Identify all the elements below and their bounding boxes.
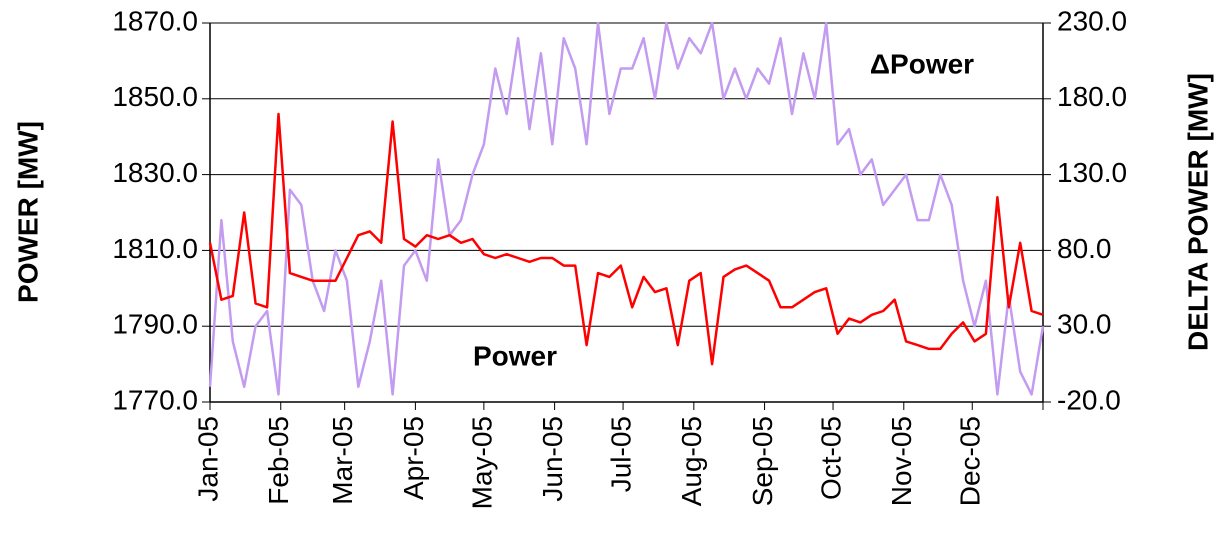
series-label: Power bbox=[473, 340, 557, 371]
x-tick-label: Mar-05 bbox=[327, 416, 358, 505]
series-label: ΔPower bbox=[870, 48, 974, 79]
x-tick-label: Jan-05 bbox=[192, 416, 223, 502]
x-tick-label: Jul-05 bbox=[605, 416, 636, 492]
x-tick-label: Apr-05 bbox=[398, 416, 429, 500]
x-tick-label: Oct-05 bbox=[815, 416, 846, 500]
x-tick-label: Nov-05 bbox=[886, 416, 917, 506]
y-tick-label: 1830.0 bbox=[112, 157, 198, 188]
y2-tick-label: 130.0 bbox=[1057, 157, 1127, 188]
x-tick-label: Dec-05 bbox=[955, 416, 986, 506]
y2-tick-label: 180.0 bbox=[1057, 81, 1127, 112]
y2-axis-title: DELTA POWER [MW] bbox=[1182, 73, 1213, 351]
y2-tick-label: 230.0 bbox=[1057, 5, 1127, 36]
x-tick-label: Jun-05 bbox=[537, 416, 568, 502]
y2-tick-label: 30.0 bbox=[1057, 309, 1112, 340]
y-tick-label: 1770.0 bbox=[112, 384, 198, 415]
y2-tick-label: -20.0 bbox=[1057, 384, 1121, 415]
x-tick-label: Sep-05 bbox=[747, 416, 778, 506]
x-tick-label: May-05 bbox=[466, 416, 497, 509]
series-line bbox=[208, 21, 1045, 396]
x-tick-label: Aug-05 bbox=[676, 416, 707, 506]
y-tick-label: 1870.0 bbox=[112, 5, 198, 36]
x-tick-label: Feb-05 bbox=[263, 416, 294, 505]
y-axis-title: POWER [MW] bbox=[12, 121, 43, 303]
series-line bbox=[208, 112, 1044, 366]
y-tick-label: 1810.0 bbox=[112, 233, 198, 264]
y-tick-label: 1850.0 bbox=[112, 81, 198, 112]
y2-tick-label: 80.0 bbox=[1057, 233, 1112, 264]
y-tick-label: 1790.0 bbox=[112, 309, 198, 340]
